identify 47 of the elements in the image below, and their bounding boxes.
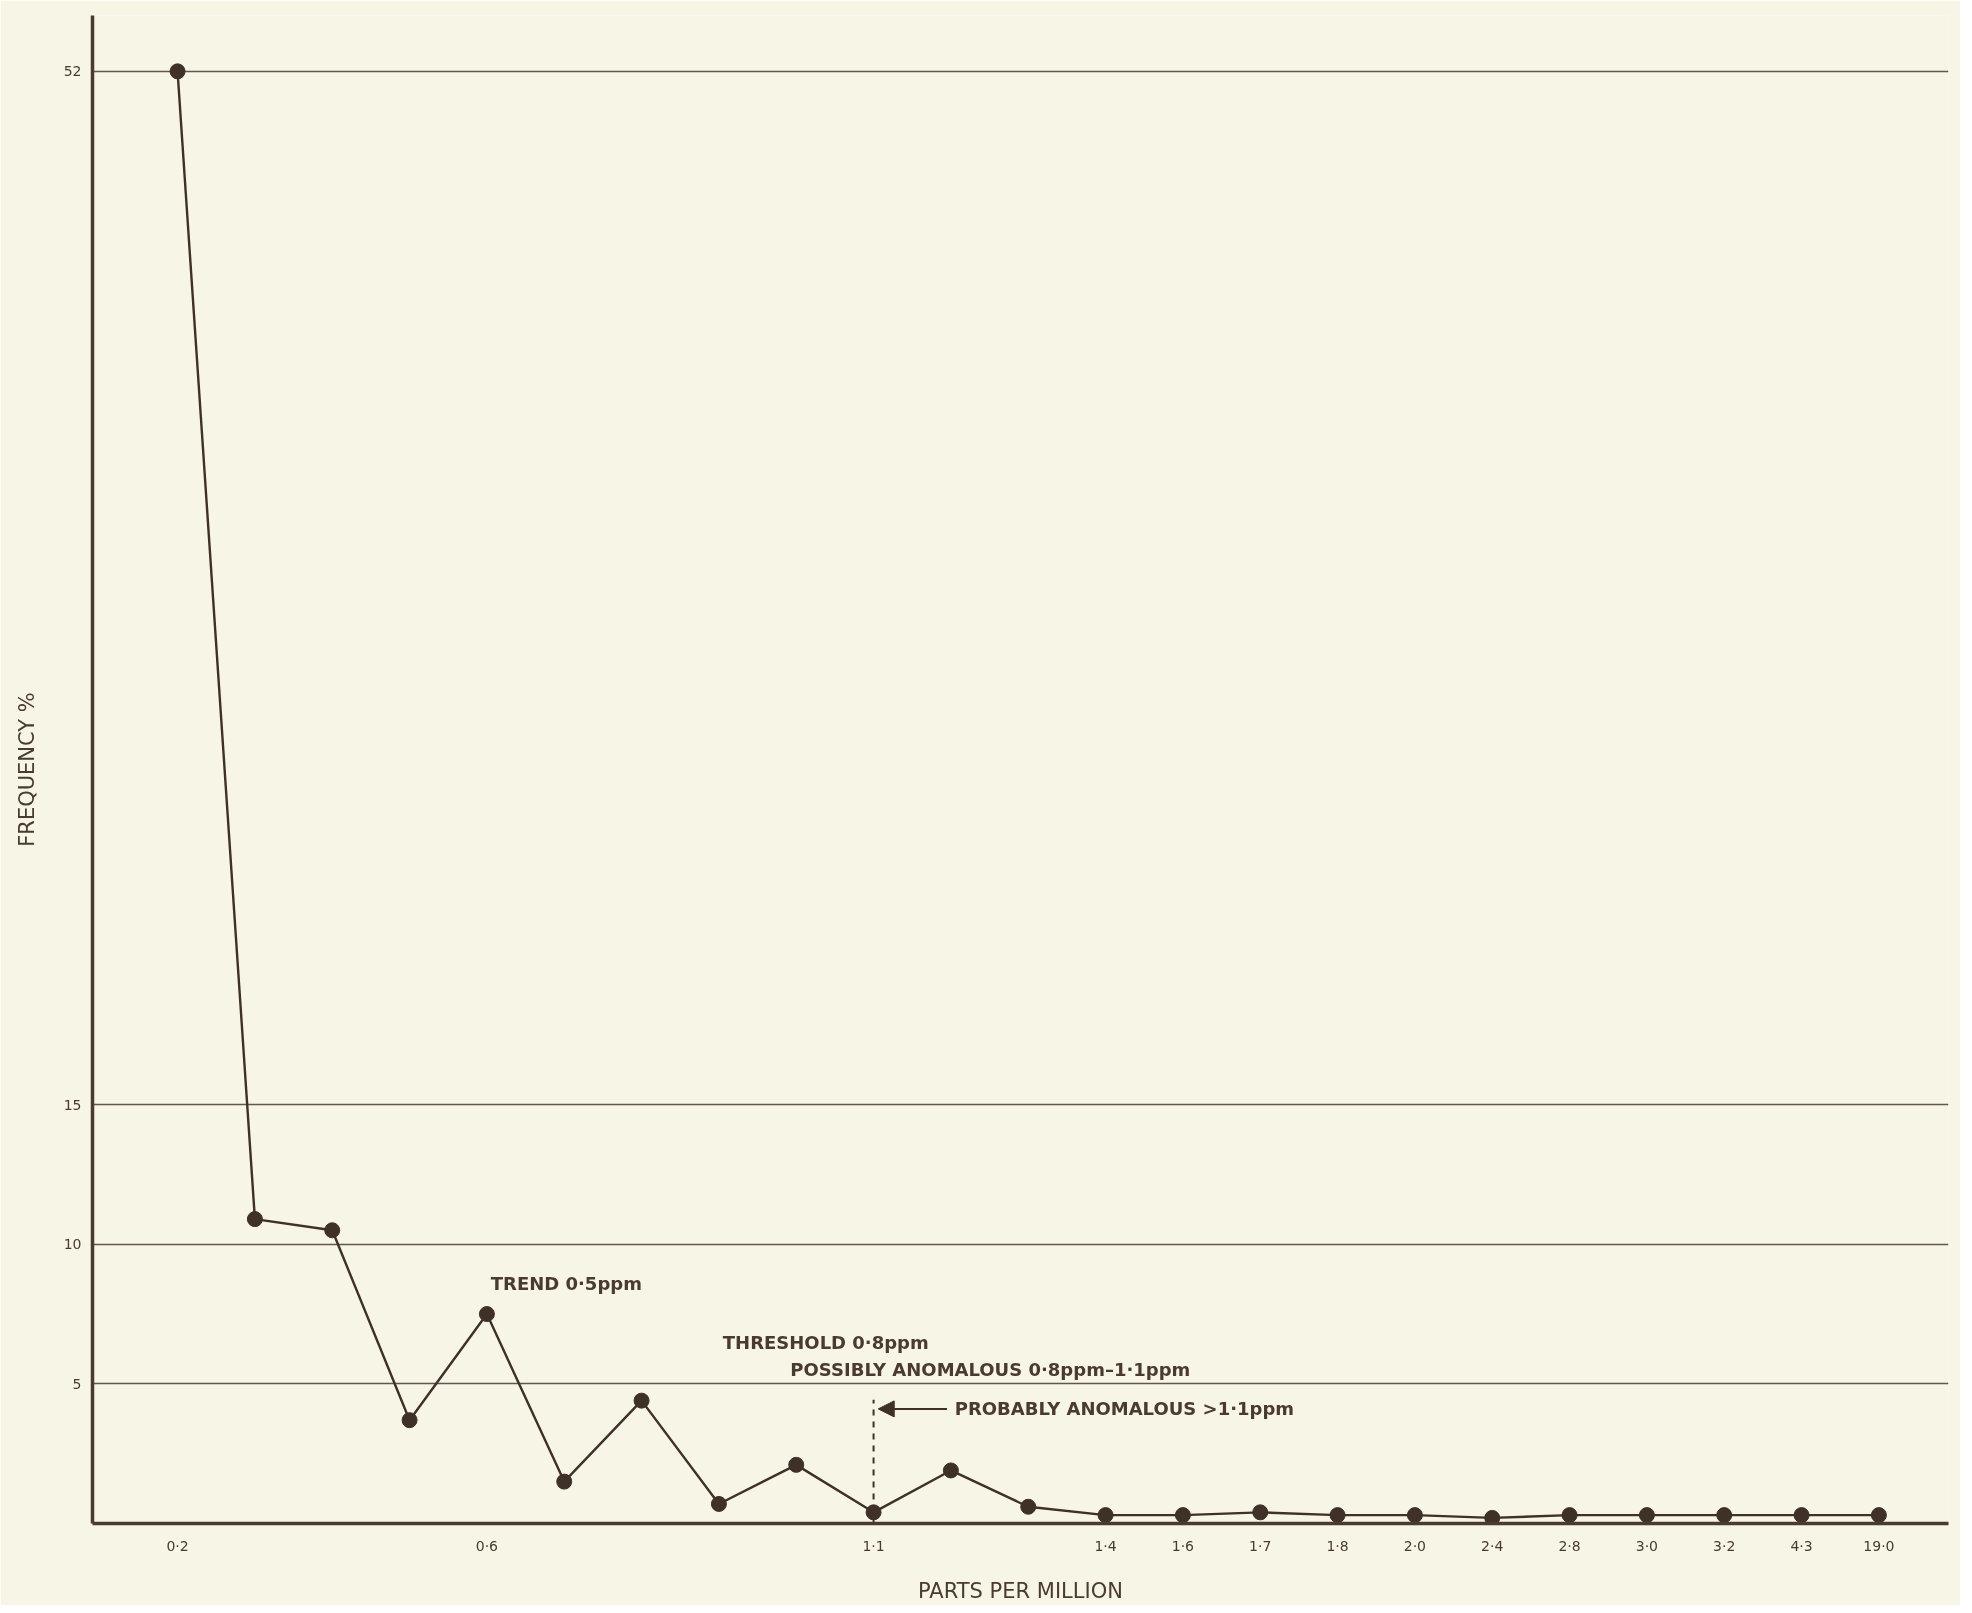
x-tick-label: 1·1: [862, 1537, 885, 1554]
point: [633, 1392, 650, 1409]
point: [865, 1504, 882, 1521]
y-tick-label: 15: [63, 1096, 82, 1113]
point: [1638, 1507, 1655, 1524]
x-tick-label: 0·2: [166, 1537, 189, 1554]
point: [1329, 1507, 1346, 1524]
point: [1870, 1507, 1887, 1524]
point: [710, 1495, 727, 1512]
point: [1406, 1507, 1423, 1524]
y-tick-label: 5: [72, 1375, 82, 1392]
x-tick-label: 19·0: [1863, 1537, 1895, 1554]
x-tick-label: 1·4: [1094, 1537, 1117, 1554]
x-tick-label: 2·4: [1481, 1537, 1504, 1554]
point: [169, 63, 186, 80]
x-tick-label: 1·7: [1249, 1537, 1272, 1554]
point: [324, 1222, 341, 1239]
annotation: POSSIBLY ANOMALOUS 0·8ppm–1·1ppm: [790, 1359, 1191, 1381]
ref-line-label: PROBABLY ANOMALOUS >1·1ppm: [954, 1398, 1295, 1420]
point: [942, 1462, 959, 1479]
point: [1561, 1507, 1578, 1524]
point: [556, 1473, 573, 1490]
point: [788, 1456, 805, 1473]
y-tick-label: 52: [63, 63, 82, 80]
point: [246, 1211, 263, 1228]
x-tick-label: 0·6: [475, 1537, 499, 1554]
x-tick-label: 3·0: [1635, 1537, 1659, 1554]
x-tick-label: 4·3: [1790, 1537, 1813, 1554]
annotation: THRESHOLD 0·8ppm: [722, 1332, 929, 1354]
y-axis-title: FREQUENCY %: [14, 692, 39, 847]
x-tick-label: 2·0: [1403, 1537, 1427, 1554]
point: [1097, 1507, 1114, 1524]
point: [1484, 1509, 1501, 1524]
x-tick-label: 1·6: [1171, 1537, 1195, 1554]
point: [478, 1306, 495, 1323]
point: [1793, 1507, 1810, 1524]
point: [1252, 1504, 1269, 1521]
x-tick-label: 3·2: [1713, 1537, 1736, 1554]
point: [1020, 1498, 1037, 1515]
point: [401, 1412, 418, 1429]
annotation: TREND 0·5ppm: [490, 1273, 642, 1295]
x-axis-title: PARTS PER MILLION: [918, 1578, 1123, 1603]
x-tick-label: 2·8: [1558, 1537, 1581, 1554]
point: [1174, 1507, 1191, 1524]
x-tick-label: 1·8: [1326, 1537, 1349, 1554]
point: [1716, 1507, 1733, 1524]
y-tick-label: 10: [63, 1236, 82, 1253]
